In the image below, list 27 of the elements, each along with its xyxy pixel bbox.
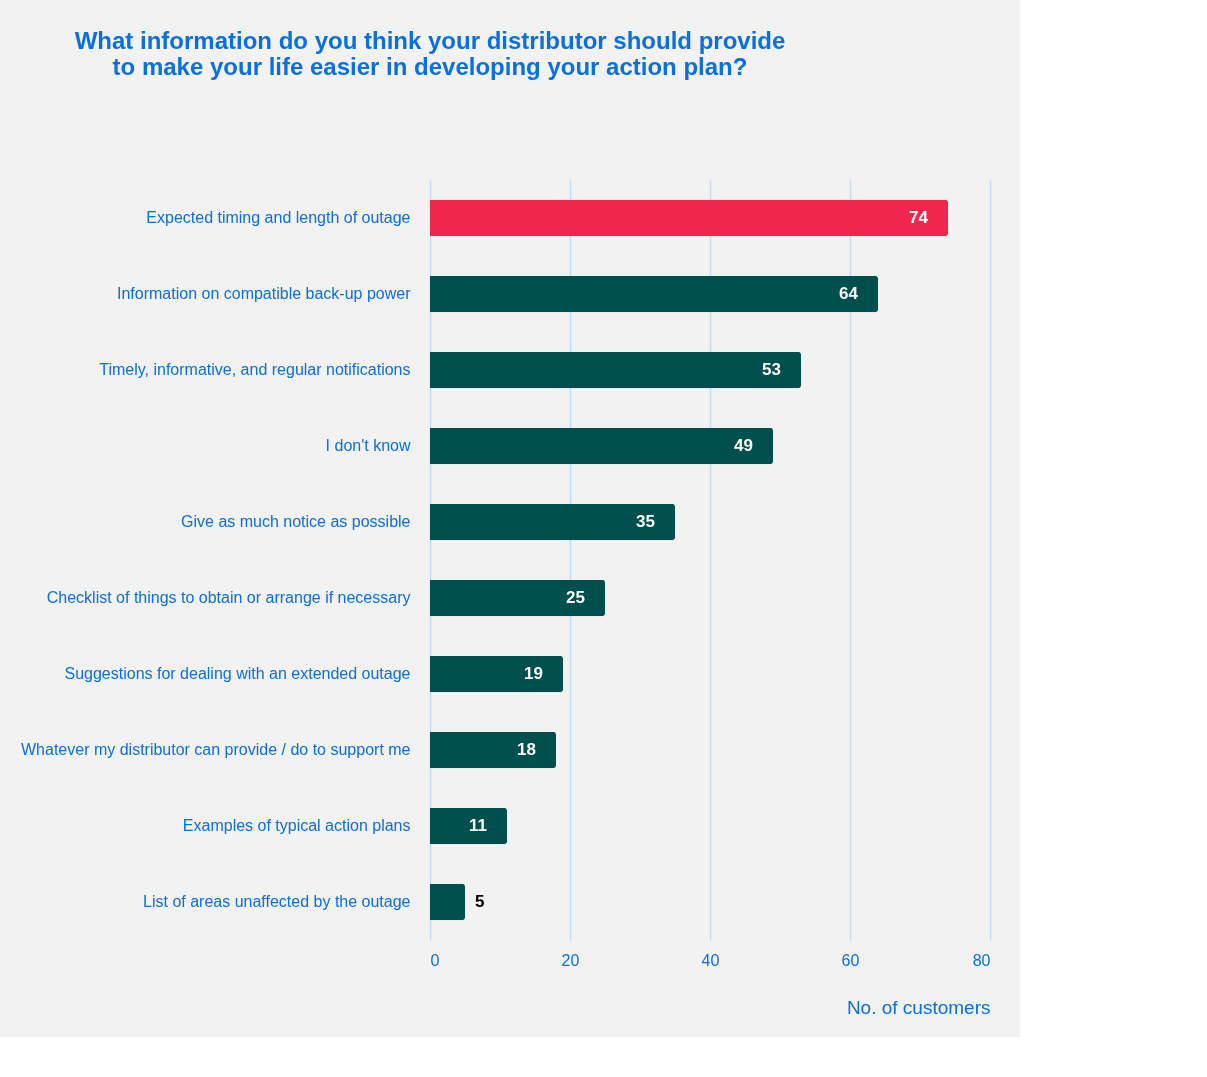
y-tick-label: I don't know [325,437,411,454]
x-tick-label: 20 [561,951,580,969]
data-label: 74 [909,208,929,227]
x-tick-label: 60 [841,951,860,969]
y-tick-label: Information on compatible back-up power [117,285,412,302]
data-label: 11 [469,816,487,835]
chart-title: What information do you think your distributor should provide to make your life easier in developing your action plan? [74,27,786,80]
data-label: 25 [566,588,585,607]
y-tick-label: Expected timing and length of outage [146,209,411,226]
data-label: 5 [475,892,485,911]
data-label: 49 [734,436,753,455]
y-tick-label: Whatever my distributor can provide / do to support me [20,741,411,758]
x-axis-title: No. of customers [846,996,991,1018]
y-tick-label: List of areas unaffected by the outage [143,893,411,910]
y-tick-label: Checklist of things to obtain or arrange if necessary [46,589,411,606]
data-label: 35 [636,512,655,531]
x-tick-label: 80 [972,951,991,969]
data-label: 64 [839,284,859,303]
data-label: 19 [524,664,543,683]
x-tick-label: 0 [430,951,440,969]
x-tick-label: 40 [701,951,720,969]
y-tick-label: Suggestions for dealing with an extended outage [64,665,411,682]
y-tick-label: Examples of typical action plans [182,817,411,834]
y-tick-label: Give as much notice as possible [181,513,411,530]
y-tick-label: Timely, informative, and regular notifications [99,361,411,378]
data-label: 18 [517,740,536,759]
data-label: 53 [762,360,781,379]
